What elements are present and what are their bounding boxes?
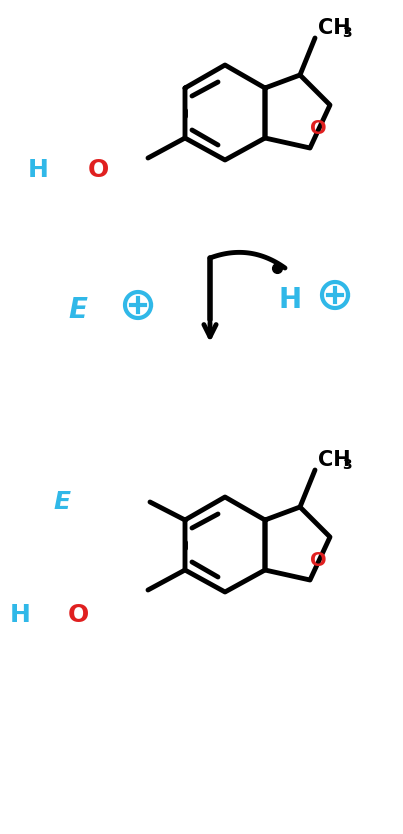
Text: CH: CH [318, 450, 351, 470]
Text: O: O [88, 158, 109, 182]
Text: H: H [278, 286, 301, 314]
Text: E: E [69, 296, 87, 324]
Text: O: O [310, 550, 326, 570]
Text: 3: 3 [342, 458, 352, 472]
Text: CH: CH [318, 18, 351, 38]
Text: O: O [68, 603, 89, 627]
Text: E: E [54, 490, 71, 514]
Text: H: H [28, 158, 49, 182]
Text: 3: 3 [342, 26, 352, 40]
Text: H: H [10, 603, 31, 627]
Text: O: O [310, 118, 326, 138]
